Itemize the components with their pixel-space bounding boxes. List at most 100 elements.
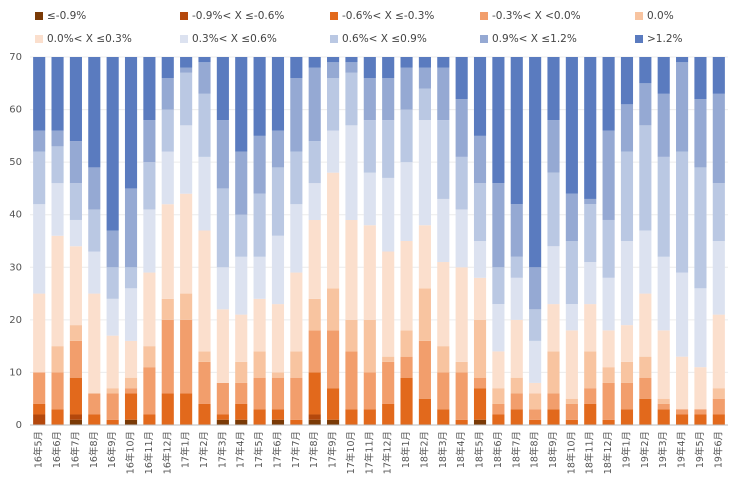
bar-segment xyxy=(345,351,358,410)
bar-segment xyxy=(345,57,358,63)
bar-segment xyxy=(455,99,468,157)
bar-segment xyxy=(639,57,652,84)
bar-segment xyxy=(180,393,193,425)
legend-label: 0.0%< X ≤0.3% xyxy=(47,33,132,45)
x-tick-label: 16年9月 xyxy=(106,431,118,468)
bar-segment xyxy=(308,67,321,142)
bar-segment xyxy=(547,393,560,410)
bar-segment xyxy=(253,193,266,257)
bar-segment xyxy=(437,346,450,373)
x-tick-label: 18年4月 xyxy=(455,431,467,468)
bar-segment xyxy=(547,246,560,305)
bar-segment xyxy=(529,309,542,341)
bar-segment xyxy=(418,398,431,425)
bar-segment xyxy=(143,120,156,163)
bar-segment xyxy=(308,298,321,331)
bar-segment xyxy=(529,57,542,268)
bar-segment xyxy=(602,382,615,420)
bar-segment xyxy=(345,125,358,220)
bar-segment xyxy=(198,230,211,352)
y-tick-label: 0 xyxy=(16,420,22,431)
bar-segment xyxy=(602,330,615,368)
bar-segment xyxy=(602,419,615,425)
bar-segment xyxy=(455,361,468,373)
bar-segment xyxy=(437,198,450,263)
bar-segment xyxy=(253,256,266,299)
bar-segment xyxy=(473,277,487,320)
bar-segment xyxy=(657,256,670,331)
bar-segment xyxy=(143,209,156,273)
bar-segment xyxy=(418,88,431,121)
bar-segment xyxy=(620,382,634,410)
bar-segment xyxy=(473,183,487,241)
x-tick-label: 19年6月 xyxy=(712,431,724,468)
bar-segment xyxy=(106,335,119,389)
bar-segment xyxy=(51,130,64,147)
bar-segment xyxy=(253,351,266,378)
bar-segment xyxy=(290,151,303,205)
bar-segment xyxy=(69,340,82,378)
bar-segment xyxy=(271,167,285,236)
bar-segment xyxy=(106,298,119,336)
bar-segment xyxy=(510,393,523,410)
bar-segment xyxy=(473,419,487,425)
bar-segment xyxy=(345,72,358,126)
bar-segment xyxy=(216,419,229,425)
bar-segment xyxy=(639,398,652,425)
bar-segment xyxy=(473,319,487,378)
bar-segment xyxy=(676,272,689,357)
bar-segment xyxy=(363,225,376,320)
bar-segment xyxy=(565,403,578,420)
bar-segment xyxy=(290,419,303,425)
bar-segment xyxy=(51,409,64,425)
legend-swatch xyxy=(635,35,643,43)
legend-swatch xyxy=(35,35,43,43)
bar-segment xyxy=(510,319,523,378)
bar-segment xyxy=(418,288,431,341)
bar-segment xyxy=(382,57,395,79)
x-tick-label: 17年10月 xyxy=(345,431,357,474)
bar-segment xyxy=(584,198,597,205)
bar-segment xyxy=(308,414,321,420)
bar-segment xyxy=(620,151,634,241)
bar-segment xyxy=(712,93,725,184)
bar-segment xyxy=(290,57,303,79)
bar-segment xyxy=(235,403,248,420)
bar-segment xyxy=(198,57,211,63)
bar-segment xyxy=(473,377,487,389)
bar-segment xyxy=(235,256,248,315)
bar-segment xyxy=(382,251,395,357)
bar-segment xyxy=(327,78,340,131)
bar-segment xyxy=(124,340,138,378)
x-tick-label: 17年4月 xyxy=(235,431,247,468)
bar-segment xyxy=(327,288,340,331)
bar-segment xyxy=(694,288,707,368)
bar-segment xyxy=(492,403,505,415)
x-tick-label: 19年3月 xyxy=(657,431,669,468)
bar-segment xyxy=(327,57,340,63)
bar-segment xyxy=(529,340,542,383)
bar-segment xyxy=(437,120,450,199)
x-tick-label: 19年1月 xyxy=(620,431,632,468)
bar-segment xyxy=(712,314,725,389)
bar-segment xyxy=(253,409,266,425)
bar-segment xyxy=(657,398,670,404)
legend-swatch xyxy=(180,35,188,43)
x-tick-label: 16年5月 xyxy=(33,431,45,468)
x-tick-label: 18年8月 xyxy=(529,431,541,468)
bar-segment xyxy=(51,183,64,236)
bar-segment xyxy=(124,57,138,189)
bar-segment xyxy=(547,172,560,247)
bar-segment xyxy=(363,319,376,373)
bar-segment xyxy=(161,78,174,110)
bar-segment xyxy=(382,120,395,178)
bar-segment xyxy=(69,325,82,341)
legend-swatch xyxy=(480,35,488,43)
bar-segment xyxy=(327,419,340,425)
bar-segment xyxy=(198,403,211,425)
bar-segment xyxy=(602,219,615,278)
bar-segment xyxy=(584,403,597,425)
bar-segment xyxy=(69,246,82,326)
bar-segment xyxy=(473,57,487,136)
